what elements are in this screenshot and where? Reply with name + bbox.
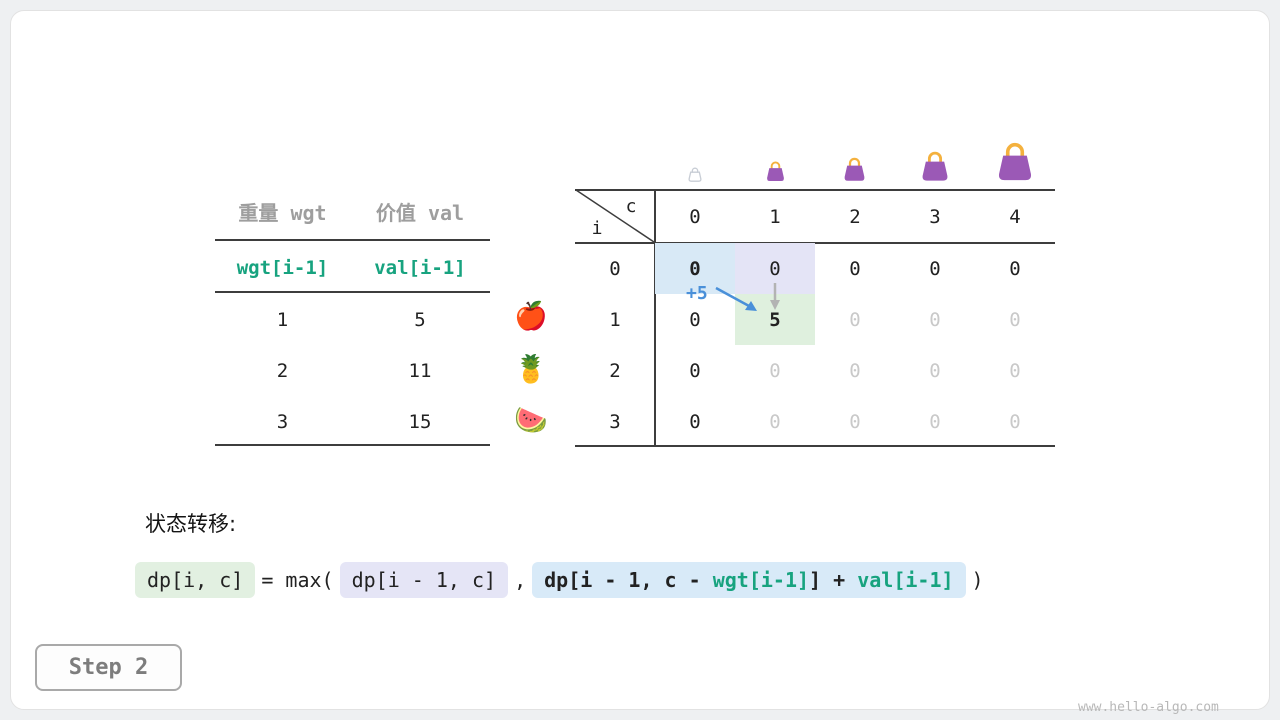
dp-col-header-4: 4 bbox=[1009, 206, 1021, 228]
dp-rule-bottom bbox=[575, 445, 1055, 447]
dp-rule-vertical bbox=[654, 189, 656, 447]
dp-cell-0-4: 0 bbox=[1009, 257, 1021, 280]
dp-cell-3-4: 0 bbox=[1009, 410, 1021, 433]
watermark: www.hello-algo.com bbox=[1078, 700, 1219, 715]
dp-cell-1-4: 0 bbox=[1009, 308, 1021, 331]
dp-cell-1-1: 5 bbox=[735, 294, 815, 345]
items-weight-header: 重量 wgt bbox=[238, 200, 327, 225]
dp-corner-col-label: c bbox=[625, 195, 637, 217]
dp-cell-0-3: 0 bbox=[929, 257, 941, 280]
dp-col-header-3: 3 bbox=[929, 206, 941, 228]
item-row-weight: 1 bbox=[276, 309, 289, 331]
items-val-formula: val[i-1] bbox=[374, 257, 466, 279]
plus-value-annotation: +5 bbox=[686, 283, 708, 304]
dp-cell-2-4: 0 bbox=[1009, 359, 1021, 382]
item-row-weight: 3 bbox=[276, 411, 289, 433]
dp-cell-0-2: 0 bbox=[849, 257, 861, 280]
empty-bag-icon bbox=[687, 167, 703, 186]
formula-arg2-mid: ] + bbox=[809, 568, 858, 592]
item-row-value: 11 bbox=[408, 360, 432, 382]
dp-cell-0-0: 0 bbox=[655, 243, 735, 294]
bag-icon-large bbox=[918, 151, 952, 186]
dp-cell-3-2: 0 bbox=[849, 410, 861, 433]
dp-cell-2-0: 0 bbox=[689, 359, 701, 382]
bag-icon-small bbox=[764, 161, 787, 186]
formula-closing-paren: ) bbox=[971, 568, 984, 592]
items-rule-bottom bbox=[215, 444, 490, 446]
dp-corner-row-label: i bbox=[591, 217, 603, 239]
formula-comma: , bbox=[514, 568, 527, 592]
dp-cell-2-1: 0 bbox=[769, 359, 781, 382]
items-rule-mid bbox=[215, 291, 490, 293]
formula-arg2-box: dp[i - 1, c - wgt[i-1]] + val[i-1] bbox=[532, 562, 966, 598]
dp-cell-2-2: 0 bbox=[849, 359, 861, 382]
dp-cell-2-3: 0 bbox=[929, 359, 941, 382]
dp-cell-1-3: 0 bbox=[929, 308, 941, 331]
items-wgt-formula: wgt[i-1] bbox=[236, 257, 329, 279]
dp-col-header-1: 1 bbox=[769, 206, 781, 228]
items-value-header: 价值 val bbox=[375, 200, 465, 225]
apple-icon: 🍎 bbox=[514, 301, 548, 332]
state-transition-formula: dp[i, c] = max( dp[i - 1, c] , dp[i - 1,… bbox=[135, 562, 990, 598]
item-row-weight: 2 bbox=[276, 360, 289, 382]
bag-icon-medium bbox=[841, 157, 868, 186]
step-badge[interactable]: Step 2 bbox=[35, 644, 182, 691]
dp-row-header-3: 3 bbox=[609, 410, 621, 433]
dp-col-header-2: 2 bbox=[849, 206, 861, 228]
dp-cell-3-1: 0 bbox=[769, 410, 781, 433]
dp-rule-header bbox=[575, 242, 1055, 244]
dp-cell-3-3: 0 bbox=[929, 410, 941, 433]
dp-row-header-0: 0 bbox=[609, 257, 621, 280]
item-row-value: 15 bbox=[408, 411, 432, 433]
dp-cell-0-1: 0 bbox=[735, 243, 815, 294]
dp-col-header-0: 0 bbox=[689, 206, 701, 228]
items-rule-top bbox=[215, 239, 490, 241]
dp-cell-3-0: 0 bbox=[689, 410, 701, 433]
dp-cell-1-2: 0 bbox=[849, 308, 861, 331]
state-transition-heading: 状态转移: bbox=[145, 512, 237, 536]
dp-row-header-1: 1 bbox=[609, 308, 621, 331]
formula-arg2-wgt: wgt[i-1] bbox=[712, 568, 810, 592]
bag-icon-xlarge bbox=[993, 142, 1037, 186]
formula-arg1-box: dp[i - 1, c] bbox=[339, 562, 509, 598]
dp-rule-top bbox=[575, 189, 1055, 191]
item-row-value: 5 bbox=[414, 309, 426, 331]
formula-equals-max: = max( bbox=[261, 568, 334, 592]
formula-arg2-prefix: dp[i - 1, c - bbox=[544, 568, 713, 592]
watermelon-icon: 🍉 bbox=[514, 405, 548, 436]
dp-cell-1-0: 0 bbox=[689, 308, 701, 331]
pineapple-icon: 🍍 bbox=[514, 354, 548, 385]
formula-arg2-val: val[i-1] bbox=[857, 568, 954, 592]
dp-row-header-2: 2 bbox=[609, 359, 621, 382]
formula-lhs-box: dp[i, c] bbox=[135, 562, 256, 598]
